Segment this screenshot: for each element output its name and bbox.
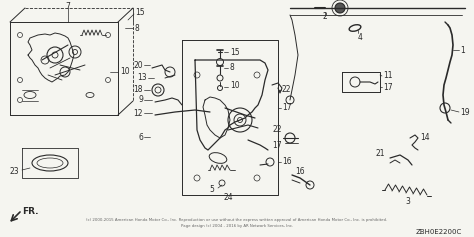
Text: 16: 16 [282, 158, 292, 167]
Text: 2: 2 [323, 12, 328, 20]
Circle shape [335, 3, 345, 13]
Text: 20: 20 [133, 60, 143, 69]
Text: 21: 21 [375, 149, 385, 158]
Text: 10: 10 [230, 81, 240, 90]
Text: 13: 13 [137, 73, 147, 82]
Text: 8: 8 [230, 64, 235, 73]
Text: 9: 9 [138, 96, 143, 105]
Text: Page design (c) 2004 - 2016 by AR Network Services, Inc.: Page design (c) 2004 - 2016 by AR Networ… [181, 224, 293, 228]
Text: 3: 3 [406, 197, 410, 206]
Text: 17: 17 [273, 141, 282, 150]
Text: 17: 17 [282, 104, 292, 113]
Text: 7: 7 [65, 1, 71, 10]
Text: ZBH0E2200C: ZBH0E2200C [416, 229, 462, 235]
Text: 5: 5 [210, 186, 214, 195]
Text: 10: 10 [120, 68, 129, 77]
Text: 15: 15 [230, 47, 240, 56]
Text: 22: 22 [282, 86, 292, 95]
Text: 18: 18 [134, 86, 143, 95]
Text: 12: 12 [134, 109, 143, 118]
Text: 16: 16 [295, 168, 305, 177]
Text: 1: 1 [460, 46, 465, 55]
Text: 17: 17 [383, 82, 392, 91]
Text: 6: 6 [138, 132, 143, 141]
Text: 8: 8 [135, 23, 140, 32]
Text: 11: 11 [383, 70, 392, 79]
Text: 24: 24 [223, 193, 233, 202]
Text: 23: 23 [9, 168, 19, 177]
Text: 4: 4 [357, 32, 363, 41]
Text: 14: 14 [420, 133, 429, 142]
Text: 22: 22 [273, 126, 282, 135]
Text: 15: 15 [135, 8, 145, 17]
Text: (c) 2000-2015 American Honda Motor Co., Inc. Reproduction or use without the exp: (c) 2000-2015 American Honda Motor Co., … [86, 218, 388, 222]
Text: 19: 19 [460, 108, 470, 117]
Text: FR.: FR. [22, 208, 38, 217]
